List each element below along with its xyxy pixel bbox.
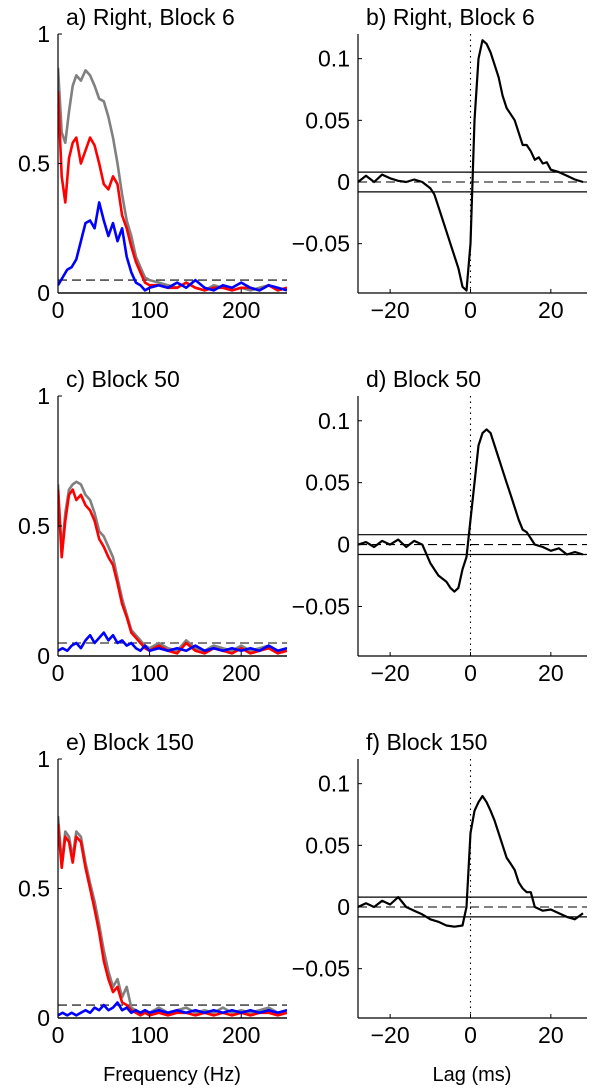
x-tick-label: 20 (538, 660, 564, 686)
panel-e: 0 100 200 0 0.5 1 e) Block 150 (18, 729, 287, 1048)
panel-title: c) Block 50 (66, 366, 180, 392)
panel-a-series (58, 67, 287, 292)
y-tick-label: 0 (37, 1005, 50, 1031)
series-line (58, 823, 287, 1017)
x-tick-label: 0 (464, 297, 477, 323)
y-tick-label: 1 (37, 746, 50, 772)
panel-b-series (358, 39, 584, 292)
series-line (58, 1001, 287, 1017)
x-tick-label: 0 (52, 297, 65, 323)
x-tick-label: 200 (222, 297, 260, 323)
panel-b: −20 0 20 −0.05 0 0.05 0.1 b) Right, Block 6 (292, 4, 587, 323)
series-line (58, 488, 287, 655)
x-tick-label: 0 (52, 660, 65, 686)
y-tick-label: 0 (337, 169, 350, 195)
y-tick-label: 0.1 (318, 771, 350, 797)
y-tick-label: 0.1 (318, 46, 350, 72)
y-tick-label: 0.05 (305, 832, 350, 858)
y-tick-label: 0.5 (18, 876, 50, 902)
series-line (58, 67, 287, 292)
x-tick-label: −20 (371, 297, 410, 323)
x-tick-label: −20 (371, 1022, 410, 1048)
x-tick-label: 200 (222, 660, 260, 686)
series-line (358, 39, 584, 292)
series-line (58, 815, 287, 1015)
panel-c: 0 100 200 0 0.5 1 c) Block 50 (18, 366, 287, 686)
y-tick-label: 0.1 (318, 408, 350, 434)
series-line (358, 428, 584, 593)
series-line (58, 201, 287, 292)
y-tick-label: 0 (37, 280, 50, 306)
x-tick-label: 0 (464, 1022, 477, 1048)
series-line (58, 90, 287, 292)
panel-title: f) Block 150 (366, 729, 487, 755)
panel-f: −20 0 20 −0.05 0 0.05 0.1 f) Block 150 (292, 729, 587, 1048)
x-tick-label: −20 (371, 660, 410, 686)
y-tick-label: 0.05 (305, 107, 350, 133)
panel-c-series (58, 480, 287, 655)
panel-title: b) Right, Block 6 (366, 4, 535, 30)
y-tick-label: −0.05 (292, 956, 350, 982)
panel-e-series (58, 815, 287, 1017)
x-tick-label: 20 (538, 1022, 564, 1048)
y-tick-label: 1 (37, 383, 50, 409)
y-tick-label: −0.05 (292, 231, 350, 257)
x-tick-label: 0 (52, 1022, 65, 1048)
y-tick-label: 0.05 (305, 470, 350, 496)
panel-d: −20 0 20 −0.05 0 0.05 0.1 d) Block 50 (292, 366, 587, 686)
y-tick-label: 0.5 (18, 513, 50, 539)
x-axis-label-lag: Lag (ms) (433, 1064, 512, 1086)
y-tick-label: 1 (37, 21, 50, 47)
panel-title: a) Right, Block 6 (66, 4, 235, 30)
panel-d-series (358, 428, 584, 593)
x-tick-label: 0 (464, 660, 477, 686)
y-tick-label: −0.05 (292, 593, 350, 619)
y-tick-label: 0.5 (18, 151, 50, 177)
panel-a: 0 100 200 0 0.5 1 a) Right, Block 6 (18, 4, 287, 323)
panel-title: d) Block 50 (366, 366, 481, 392)
panel-title: e) Block 150 (66, 729, 194, 755)
y-tick-label: 0 (337, 532, 350, 558)
x-tick-label: 100 (130, 297, 168, 323)
series-line (58, 631, 287, 653)
x-tick-label: 100 (130, 660, 168, 686)
y-tick-label: 0 (37, 643, 50, 669)
series-line (58, 480, 287, 653)
x-axis-label-frequency: Frequency (Hz) (103, 1064, 241, 1086)
x-tick-label: 200 (222, 1022, 260, 1048)
x-tick-label: 100 (130, 1022, 168, 1048)
y-tick-label: 0 (337, 894, 350, 920)
x-tick-label: 20 (538, 297, 564, 323)
panel-f-series (358, 794, 584, 928)
series-line (358, 794, 584, 928)
